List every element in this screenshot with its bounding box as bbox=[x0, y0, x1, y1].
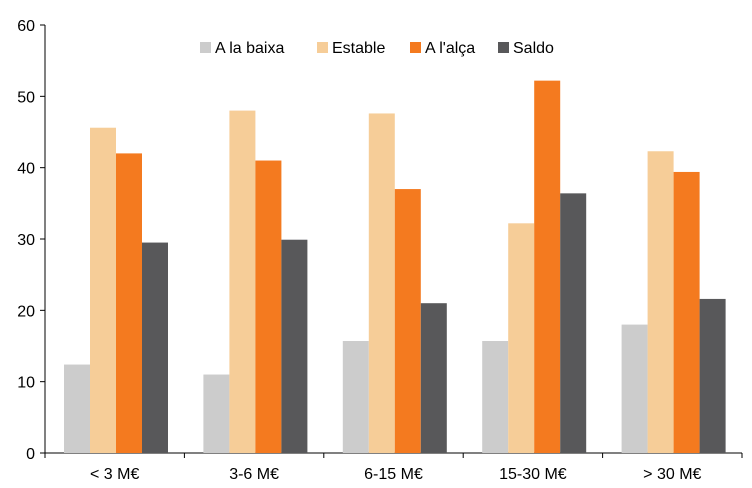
bar-estable-2 bbox=[368, 113, 395, 453]
bar-saldo-2 bbox=[420, 303, 447, 453]
legend-label: A l'alça bbox=[425, 40, 475, 57]
bar-saldo-4 bbox=[699, 298, 726, 453]
bar-a-la-baixa-3 bbox=[482, 341, 509, 453]
bar-a-l-al-a-1 bbox=[255, 160, 282, 454]
bar-saldo-3 bbox=[560, 193, 587, 453]
x-tick-label: < 3 M€ bbox=[90, 466, 139, 483]
y-tick-label: 20 bbox=[17, 303, 35, 320]
bar-a-l-al-a-0 bbox=[116, 153, 142, 453]
x-tick-label: 15-30 M€ bbox=[499, 466, 567, 483]
bar-estable-4 bbox=[647, 151, 674, 453]
x-tick-label: > 30 M€ bbox=[643, 466, 701, 483]
legend-label: A la baixa bbox=[215, 40, 284, 57]
bar-a-la-baixa-4 bbox=[621, 324, 648, 453]
bar-a-l-al-a-4 bbox=[673, 171, 700, 454]
y-axis: 0 10 20 30 40 50 60 bbox=[17, 18, 46, 463]
bar-estable-0 bbox=[90, 127, 116, 453]
y-tick-label: 50 bbox=[17, 89, 35, 106]
x-axis: < 3 M€ 3-6 M€ 6-15 M€ 15-30 M€ > 30 M€ bbox=[44, 452, 743, 483]
y-tick-label: 0 bbox=[26, 446, 35, 463]
bar-saldo-1 bbox=[281, 239, 308, 453]
x-tick-label: 6-15 M€ bbox=[364, 466, 423, 483]
bar-a-la-baixa-1 bbox=[203, 374, 230, 453]
y-tick-label: 30 bbox=[17, 232, 35, 249]
legend-swatch bbox=[200, 42, 211, 53]
legend: A la baixa Estable A l'alça Saldo bbox=[200, 40, 554, 57]
x-tick-label: 3-6 M€ bbox=[229, 466, 279, 483]
legend-label: Estable bbox=[332, 40, 385, 57]
bar-saldo-0 bbox=[142, 242, 168, 453]
y-tick-label: 10 bbox=[17, 375, 35, 392]
bar-a-la-baixa-2 bbox=[342, 341, 369, 453]
bar-a-l-al-a-3 bbox=[534, 80, 561, 453]
legend-swatch bbox=[498, 42, 509, 53]
bar-a-la-baixa-0 bbox=[64, 364, 90, 453]
y-tick-label: 60 bbox=[17, 18, 35, 35]
bar-estable-3 bbox=[508, 223, 535, 453]
legend-swatch bbox=[410, 42, 421, 53]
bar-a-l-al-a-2 bbox=[394, 189, 421, 454]
bars-group bbox=[64, 80, 726, 454]
legend-label: Saldo bbox=[513, 40, 554, 57]
y-tick-label: 40 bbox=[17, 161, 35, 178]
legend-swatch bbox=[317, 42, 328, 53]
bar-estable-1 bbox=[229, 110, 256, 453]
